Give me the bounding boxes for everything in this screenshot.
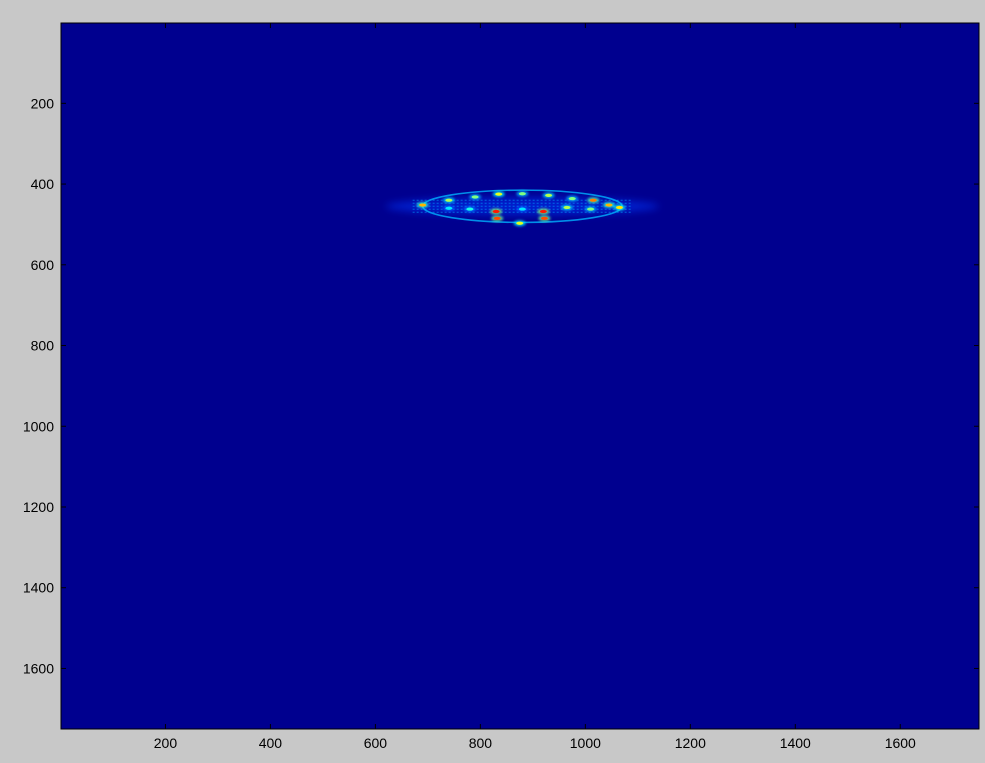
hotspot xyxy=(463,206,476,213)
hotspot xyxy=(538,215,551,222)
y-tick-label: 1000 xyxy=(23,418,54,434)
hotspot xyxy=(587,197,600,204)
hotspot xyxy=(469,193,482,200)
x-tick-label: 1400 xyxy=(780,735,811,751)
y-tick-label: 1200 xyxy=(23,499,54,515)
y-tick-label: 1400 xyxy=(23,580,54,596)
hotspot xyxy=(492,191,505,198)
x-tick-label: 1200 xyxy=(675,735,706,751)
hotspot xyxy=(537,208,550,215)
hotspot xyxy=(416,202,429,209)
y-tick-label: 400 xyxy=(31,176,55,192)
hotspot xyxy=(613,204,626,211)
hotspot xyxy=(516,206,529,213)
hotspot xyxy=(513,220,526,227)
plot-area xyxy=(60,22,980,730)
y-tick-label: 800 xyxy=(31,338,55,354)
hotspot xyxy=(602,202,615,209)
x-tick-label: 800 xyxy=(469,735,493,751)
y-tick-label: 1600 xyxy=(23,660,54,676)
heatmap-feature xyxy=(385,189,659,227)
hotspot xyxy=(490,208,503,215)
hotspot xyxy=(442,197,455,204)
x-tick-label: 1000 xyxy=(570,735,601,751)
hotspot xyxy=(491,215,504,222)
hotspot xyxy=(566,195,579,202)
hotspot xyxy=(584,206,597,213)
hotspot xyxy=(516,190,529,197)
hotspot xyxy=(542,192,555,199)
x-tick-label: 1600 xyxy=(885,735,916,751)
hotspot xyxy=(442,205,455,212)
x-tick-label: 600 xyxy=(364,735,388,751)
hotspot xyxy=(560,204,573,211)
x-tick-labels: 200 400 600 800 1000 1200 1400 1600 xyxy=(154,735,916,751)
y-tick-label: 200 xyxy=(31,95,55,111)
y-tick-label: 600 xyxy=(31,257,55,273)
x-tick-label: 400 xyxy=(259,735,283,751)
axis-ticks xyxy=(61,23,979,729)
y-tick-labels: 200 400 600 800 1000 1200 1400 1600 xyxy=(23,95,54,676)
x-tick-label: 200 xyxy=(154,735,178,751)
